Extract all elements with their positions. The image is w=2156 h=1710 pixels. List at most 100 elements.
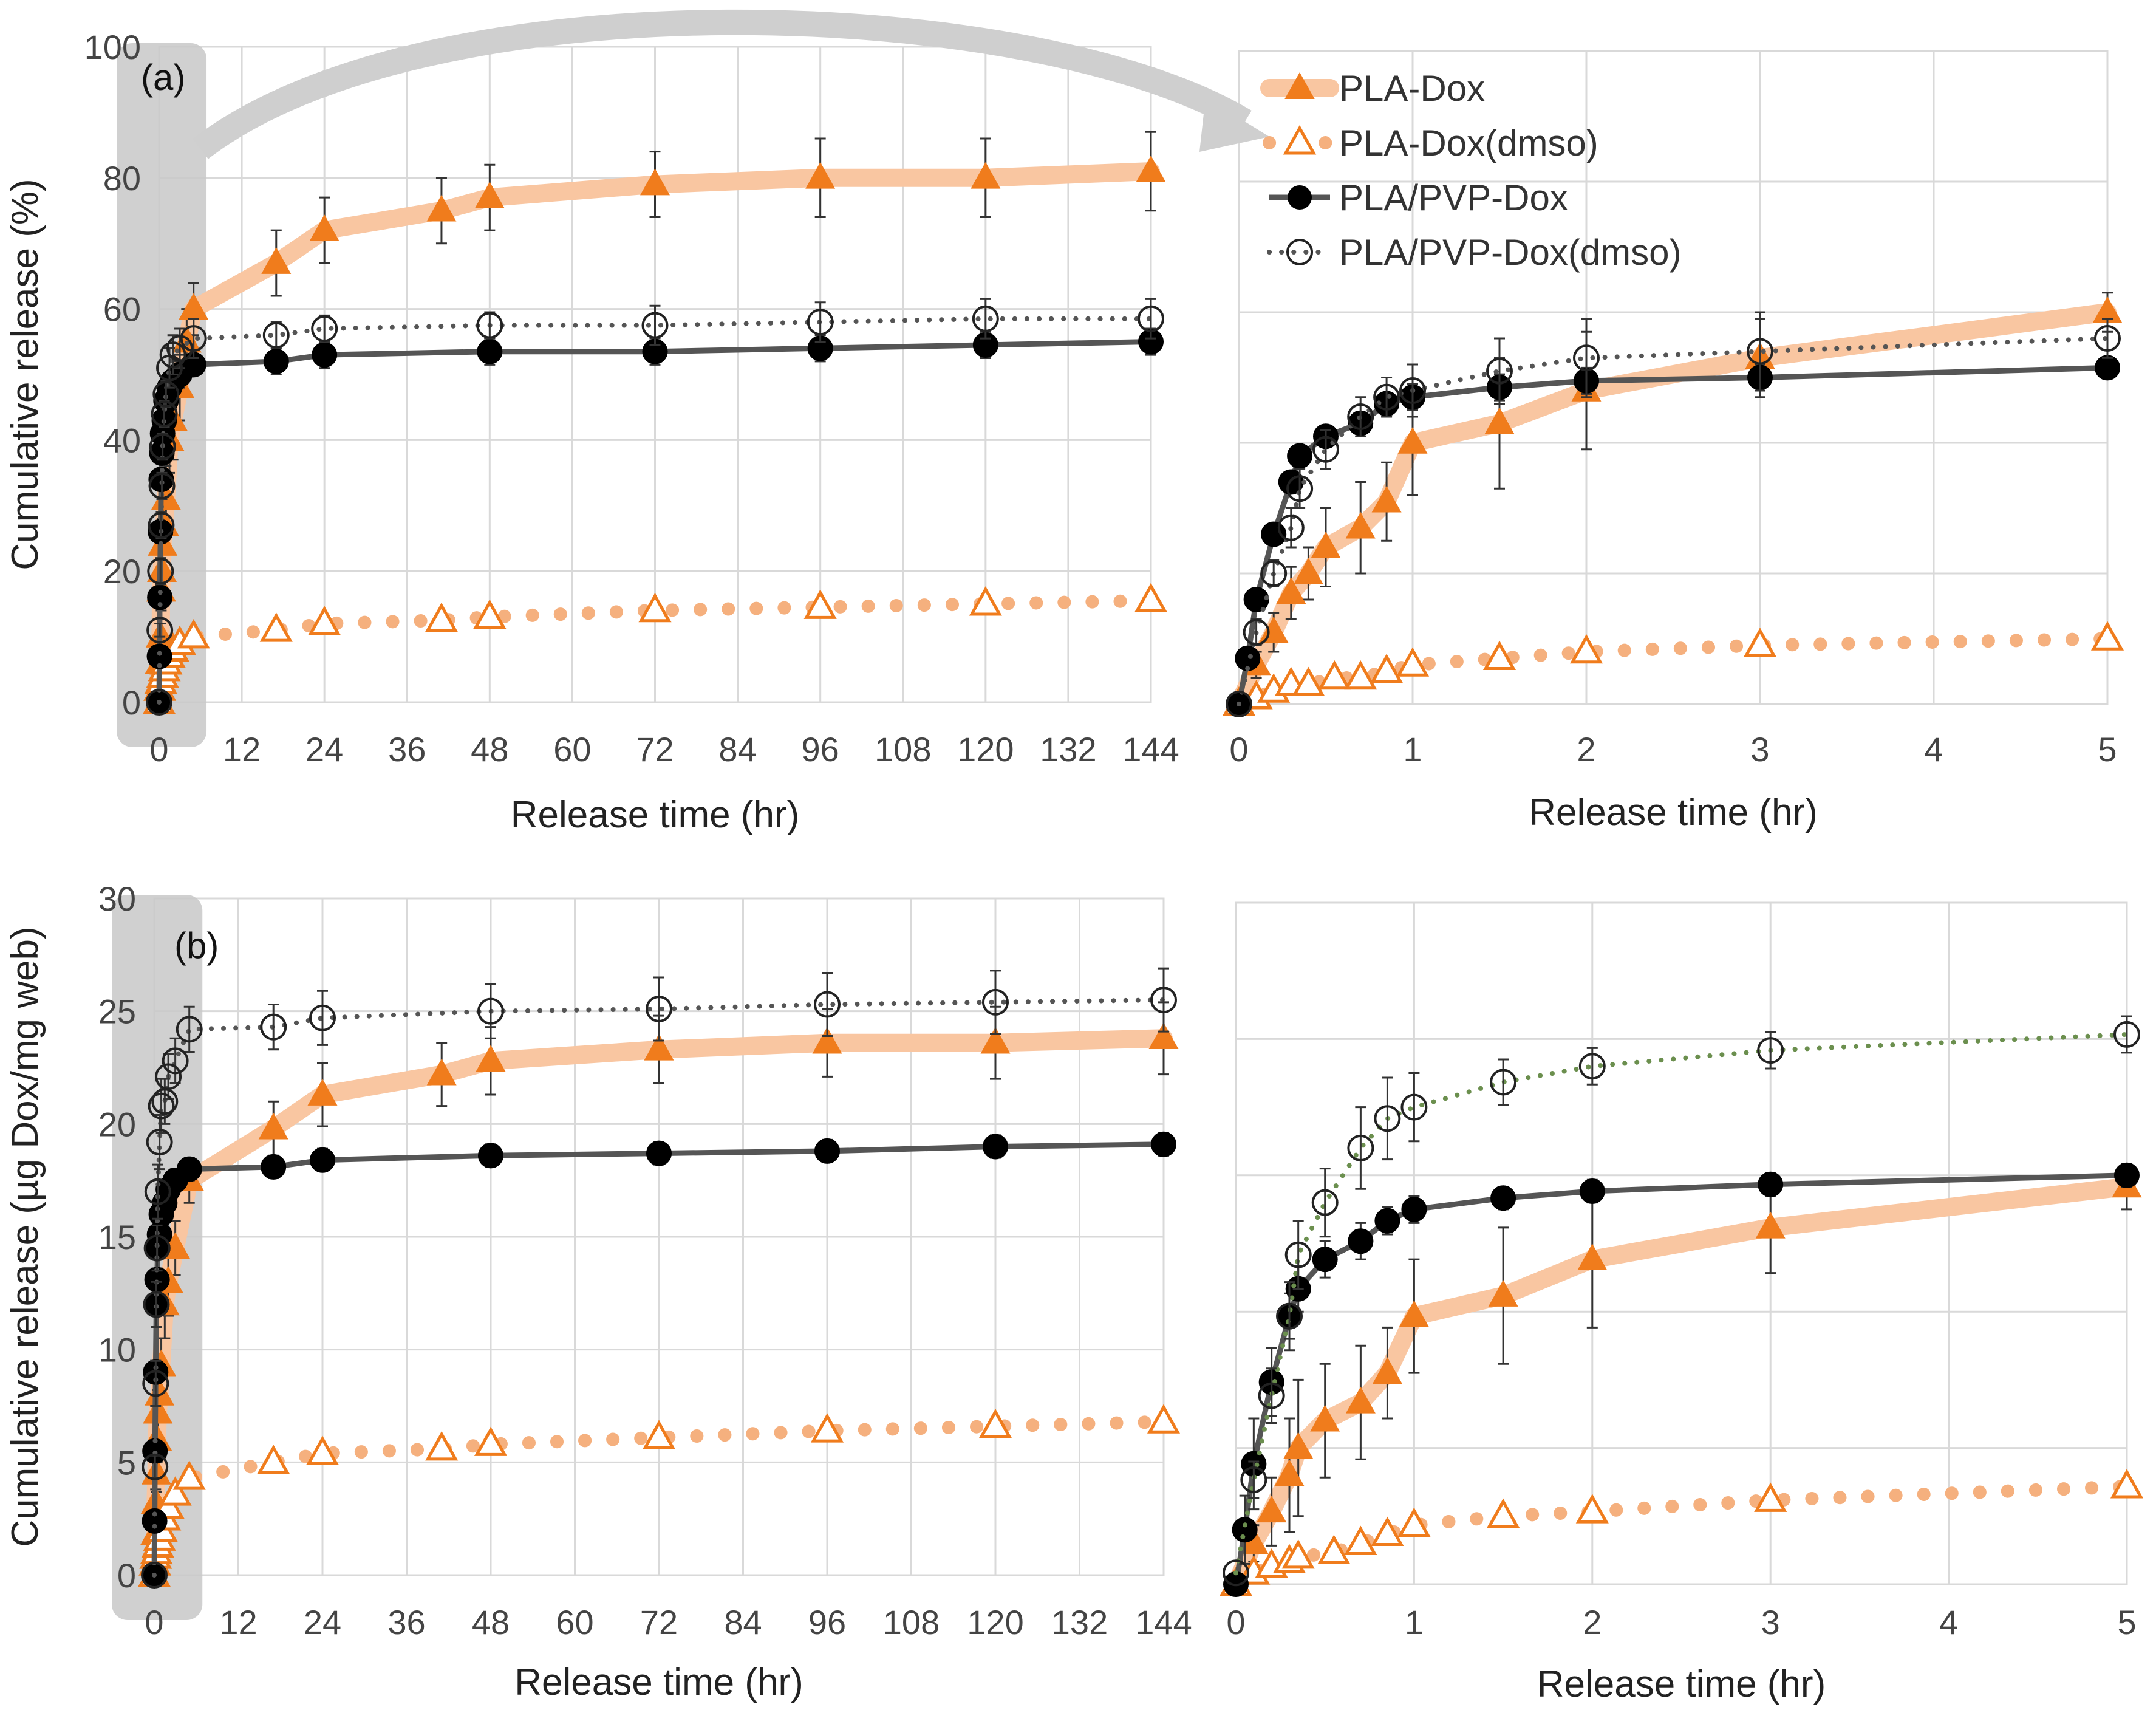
- data-point: [1276, 577, 1306, 604]
- x-tick-label: 4: [1939, 1603, 1958, 1641]
- chart-b-zoom: 0 1 2 3 4 5 Release time (hr): [1219, 901, 2144, 1705]
- data-point: [971, 162, 1001, 189]
- legend-item: PLA/PVP-Dox(dmso): [1267, 232, 1682, 273]
- data-point: [1490, 1185, 1516, 1211]
- data-point: [476, 312, 503, 339]
- data-point: [803, 589, 837, 619]
- panel-label: (b): [174, 925, 219, 966]
- x-tick-label: 24: [304, 1603, 341, 1641]
- data-point: [1311, 1189, 1339, 1216]
- x-tick-label: 144: [1122, 730, 1179, 768]
- data-point: [1243, 618, 1270, 646]
- data-point: [982, 988, 1009, 1016]
- data-point: [980, 1027, 1011, 1054]
- legend-label: PLA-Dox: [1339, 68, 1485, 109]
- y-tick-label: 0: [117, 1556, 136, 1595]
- y-tick-label: 100: [84, 28, 141, 66]
- data-point: [1482, 640, 1516, 671]
- data-point: [142, 1508, 168, 1534]
- x-tick-label: 12: [219, 1603, 257, 1641]
- data-point: [810, 1413, 844, 1443]
- data-point: [476, 1045, 506, 1072]
- data-point: [1575, 1494, 1609, 1524]
- data-point: [141, 1562, 168, 1589]
- data-point: [2090, 621, 2124, 651]
- data-point: [474, 1426, 508, 1456]
- y-tick-label: 20: [98, 1105, 136, 1143]
- data-point: [159, 341, 186, 369]
- data-point: [805, 162, 836, 189]
- x-tick-label: 108: [883, 1603, 940, 1641]
- data-point: [426, 1058, 457, 1086]
- data-point: [142, 1370, 169, 1397]
- x-tick-label: 72: [640, 1603, 678, 1641]
- x-tick-label: 48: [471, 730, 508, 768]
- data-point: [261, 247, 292, 274]
- data-point: [1136, 155, 1166, 182]
- data-point: [807, 309, 834, 336]
- data-point: [474, 182, 505, 208]
- data-point: [1397, 1507, 1431, 1537]
- data-point: [1345, 511, 1376, 539]
- data-point: [1484, 407, 1515, 434]
- data-point: [1310, 1404, 1340, 1432]
- data-point: [1755, 1211, 1786, 1239]
- data-point: [1223, 1559, 1249, 1587]
- data-point: [309, 1004, 336, 1031]
- legend-swatch-marker: [1284, 72, 1315, 99]
- data-point: [2095, 355, 2120, 381]
- data-point: [1486, 357, 1513, 385]
- data-point: [308, 606, 341, 635]
- data-point: [1488, 1279, 1518, 1307]
- data-point: [969, 586, 1002, 616]
- series-line: [1232, 632, 2114, 711]
- data-point: [1134, 583, 1168, 613]
- y-tick-label: 80: [103, 159, 141, 197]
- series-line: [1233, 1031, 2129, 1576]
- data-point: [146, 1129, 173, 1156]
- data-point: [473, 599, 507, 629]
- y-tick-label: 20: [103, 552, 141, 590]
- x-tick-label: 120: [957, 730, 1014, 768]
- data-point: [1276, 1302, 1303, 1330]
- data-point: [1274, 1459, 1305, 1486]
- x-tick-label: 60: [556, 1603, 593, 1641]
- legend-label: PLA-Dox(dmso): [1339, 123, 1598, 163]
- data-point: [2110, 1469, 2144, 1499]
- legend-label: PLA/PVP-Dox(dmso): [1339, 232, 1682, 273]
- data-point: [2094, 325, 2121, 352]
- data-point: [312, 342, 338, 368]
- data-point: [642, 1420, 676, 1449]
- x-tick-label: 2: [1577, 730, 1595, 768]
- legend-item: PLA/PVP-Dox: [1269, 177, 1568, 218]
- x-tick-label: 84: [724, 1603, 762, 1641]
- x-tick-label: 60: [553, 730, 591, 768]
- data-point: [263, 348, 289, 374]
- data-point: [1754, 1482, 1787, 1512]
- data-point: [1347, 1134, 1374, 1161]
- zoom-arrow-head: [1199, 97, 1269, 152]
- x-tick-label: 12: [223, 730, 261, 768]
- data-point: [1399, 377, 1426, 404]
- legend-swatch-marker: [1283, 125, 1317, 155]
- data-point: [1371, 1516, 1404, 1547]
- data-point: [1311, 531, 1341, 558]
- data-point: [1258, 1382, 1285, 1409]
- legend-label: PLA/PVP-Dox: [1339, 177, 1568, 218]
- x-tick-label: 0: [1229, 730, 1248, 768]
- data-point: [155, 1063, 182, 1090]
- y-tick-label: 40: [103, 421, 141, 459]
- x-tick-label: 96: [802, 730, 839, 768]
- panel-label: (a): [141, 57, 185, 98]
- data-point: [147, 584, 173, 610]
- series-pla-dox: [1224, 292, 2123, 715]
- data-point: [310, 1147, 335, 1173]
- data-point: [425, 603, 459, 632]
- x-tick-label: 36: [388, 730, 426, 768]
- data-point: [166, 335, 194, 362]
- data-point: [148, 1092, 175, 1120]
- data-point: [1370, 654, 1404, 683]
- data-point: [1226, 691, 1252, 717]
- data-point: [1318, 660, 1351, 690]
- data-point: [477, 338, 503, 364]
